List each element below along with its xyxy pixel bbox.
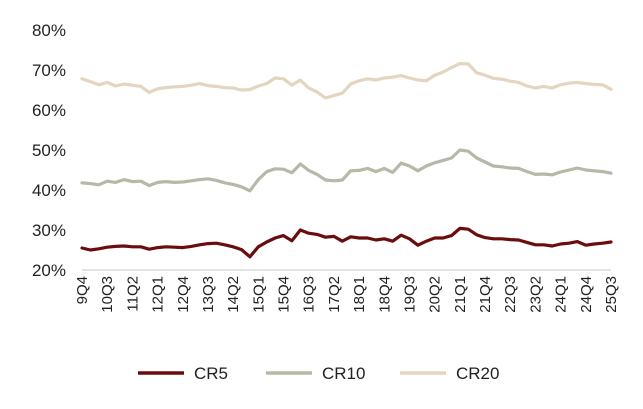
plot-area [80, 61, 613, 259]
y-tick-label: 30% [32, 221, 66, 240]
x-tick-label: 14Q2 [225, 276, 242, 313]
x-tick-label: 24Q4 [578, 276, 595, 313]
x-tick-label: 18Q1 [351, 276, 368, 313]
y-tick-label: 70% [32, 61, 66, 80]
x-tick-label: 18Q4 [376, 276, 393, 313]
x-tick-label: 13Q3 [200, 276, 217, 313]
x-tick-label: 24Q1 [553, 276, 570, 313]
legend: CR5 CR10 CR20 [138, 364, 499, 383]
x-tick-label: 12Q1 [150, 276, 167, 313]
series-line-cr10 [80, 148, 613, 193]
legend-label-cr20: CR20 [456, 364, 499, 383]
x-tick-label: 12Q4 [175, 276, 192, 313]
y-tick-label: 50% [32, 141, 66, 160]
x-tick-label: 22Q3 [502, 276, 519, 313]
x-tick-label: 15Q4 [276, 276, 293, 313]
x-tick-label: 10Q3 [99, 276, 116, 313]
x-tick-label: 25Q3 [603, 276, 620, 313]
y-tick-label: 60% [32, 101, 66, 120]
y-tick-label: 20% [32, 261, 66, 280]
x-tick-label: 9Q4 [74, 276, 91, 304]
legend-label-cr5: CR5 [194, 364, 228, 383]
x-tick-label: 21Q1 [452, 276, 469, 313]
x-tick-label: 17Q2 [326, 276, 343, 313]
x-tick-label: 23Q2 [527, 276, 544, 313]
x-tick-label: 19Q3 [401, 276, 418, 313]
y-tick-label: 40% [32, 181, 66, 200]
x-tick-label: 11Q2 [124, 276, 141, 312]
y-tick-label: 80% [32, 21, 66, 40]
legend-label-cr10: CR10 [322, 364, 365, 383]
series-line-cr5 [80, 226, 613, 259]
x-tick-label: 20Q2 [427, 276, 444, 313]
y-axis: 20% 30% 40% 50% 60% 70% 80% [32, 21, 66, 280]
series-line-cr20 [80, 61, 613, 100]
x-tick-label: 16Q3 [301, 276, 318, 313]
x-tick-label: 21Q4 [477, 276, 494, 313]
x-axis: 9Q4 10Q3 11Q2 12Q1 12Q4 13Q3 14Q2 15Q1 15Q4 16Q3 1… [74, 269, 620, 313]
x-tick-label: 15Q1 [250, 276, 267, 313]
